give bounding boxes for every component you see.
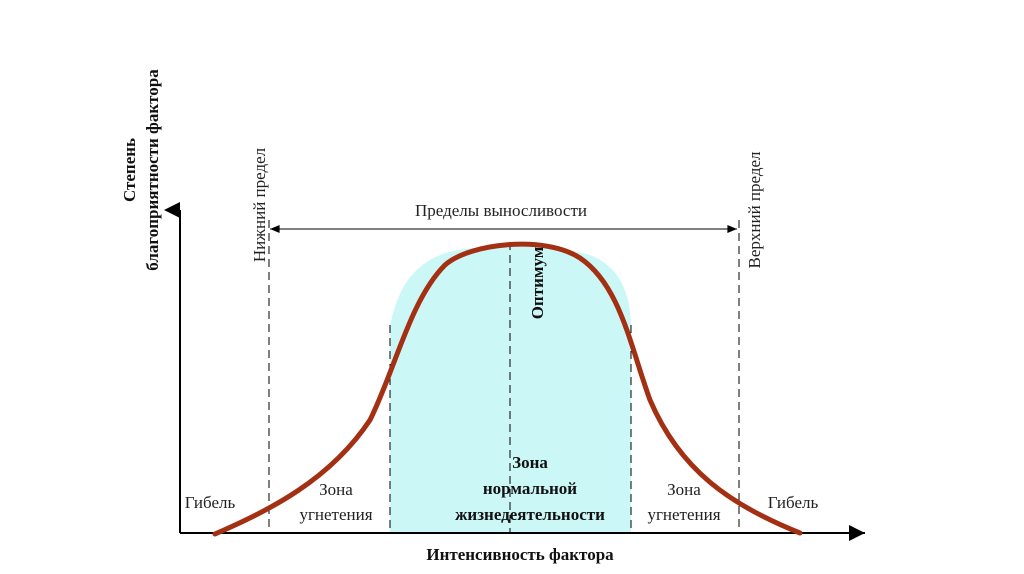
suppression-left-line1: Зона (319, 480, 353, 499)
lower-limit-label: Нижний предел (250, 147, 269, 262)
tolerance-curve (212, 241, 803, 537)
suppression-left-line2: угнетения (299, 505, 372, 524)
normal-zone-line3: жизнедеятельности (455, 505, 605, 524)
y-axis-label-line1: Степень (120, 138, 139, 202)
tolerance-label: Пределы выносливости (415, 201, 587, 220)
y-axis-label-line2: благоприятности фактора (143, 69, 162, 271)
upper-limit-label: Верхний предел (745, 151, 764, 269)
normal-zone-line2: нормальной (483, 479, 577, 498)
normal-zone-line1: Зона (512, 453, 548, 472)
death-left-label: Гибель (185, 493, 236, 512)
suppression-right-line2: угнетения (647, 505, 720, 524)
death-right-label: Гибель (768, 493, 819, 512)
suppression-right-line1: Зона (667, 480, 701, 499)
x-axis-label: Интенсивность фактора (426, 545, 614, 564)
optimum-label: Оптимум (528, 246, 547, 319)
